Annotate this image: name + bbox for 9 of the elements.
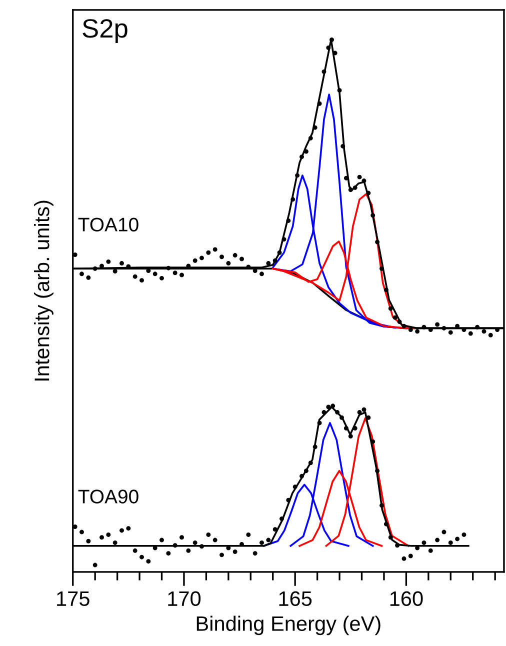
x-tick-label: 165 (279, 591, 312, 606)
x-axis-title: Binding Energy (eV) (196, 616, 380, 636)
x-tick-label: 175 (57, 591, 90, 606)
y-axis-title: Intensity (arb. units) (34, 200, 54, 380)
x-tick-label: 160 (390, 591, 423, 606)
series-label: TOA90 (78, 490, 138, 504)
x-tick-label: 170 (168, 591, 201, 606)
chart-title: S2p (82, 19, 128, 43)
series-label: TOA10 (78, 218, 138, 232)
